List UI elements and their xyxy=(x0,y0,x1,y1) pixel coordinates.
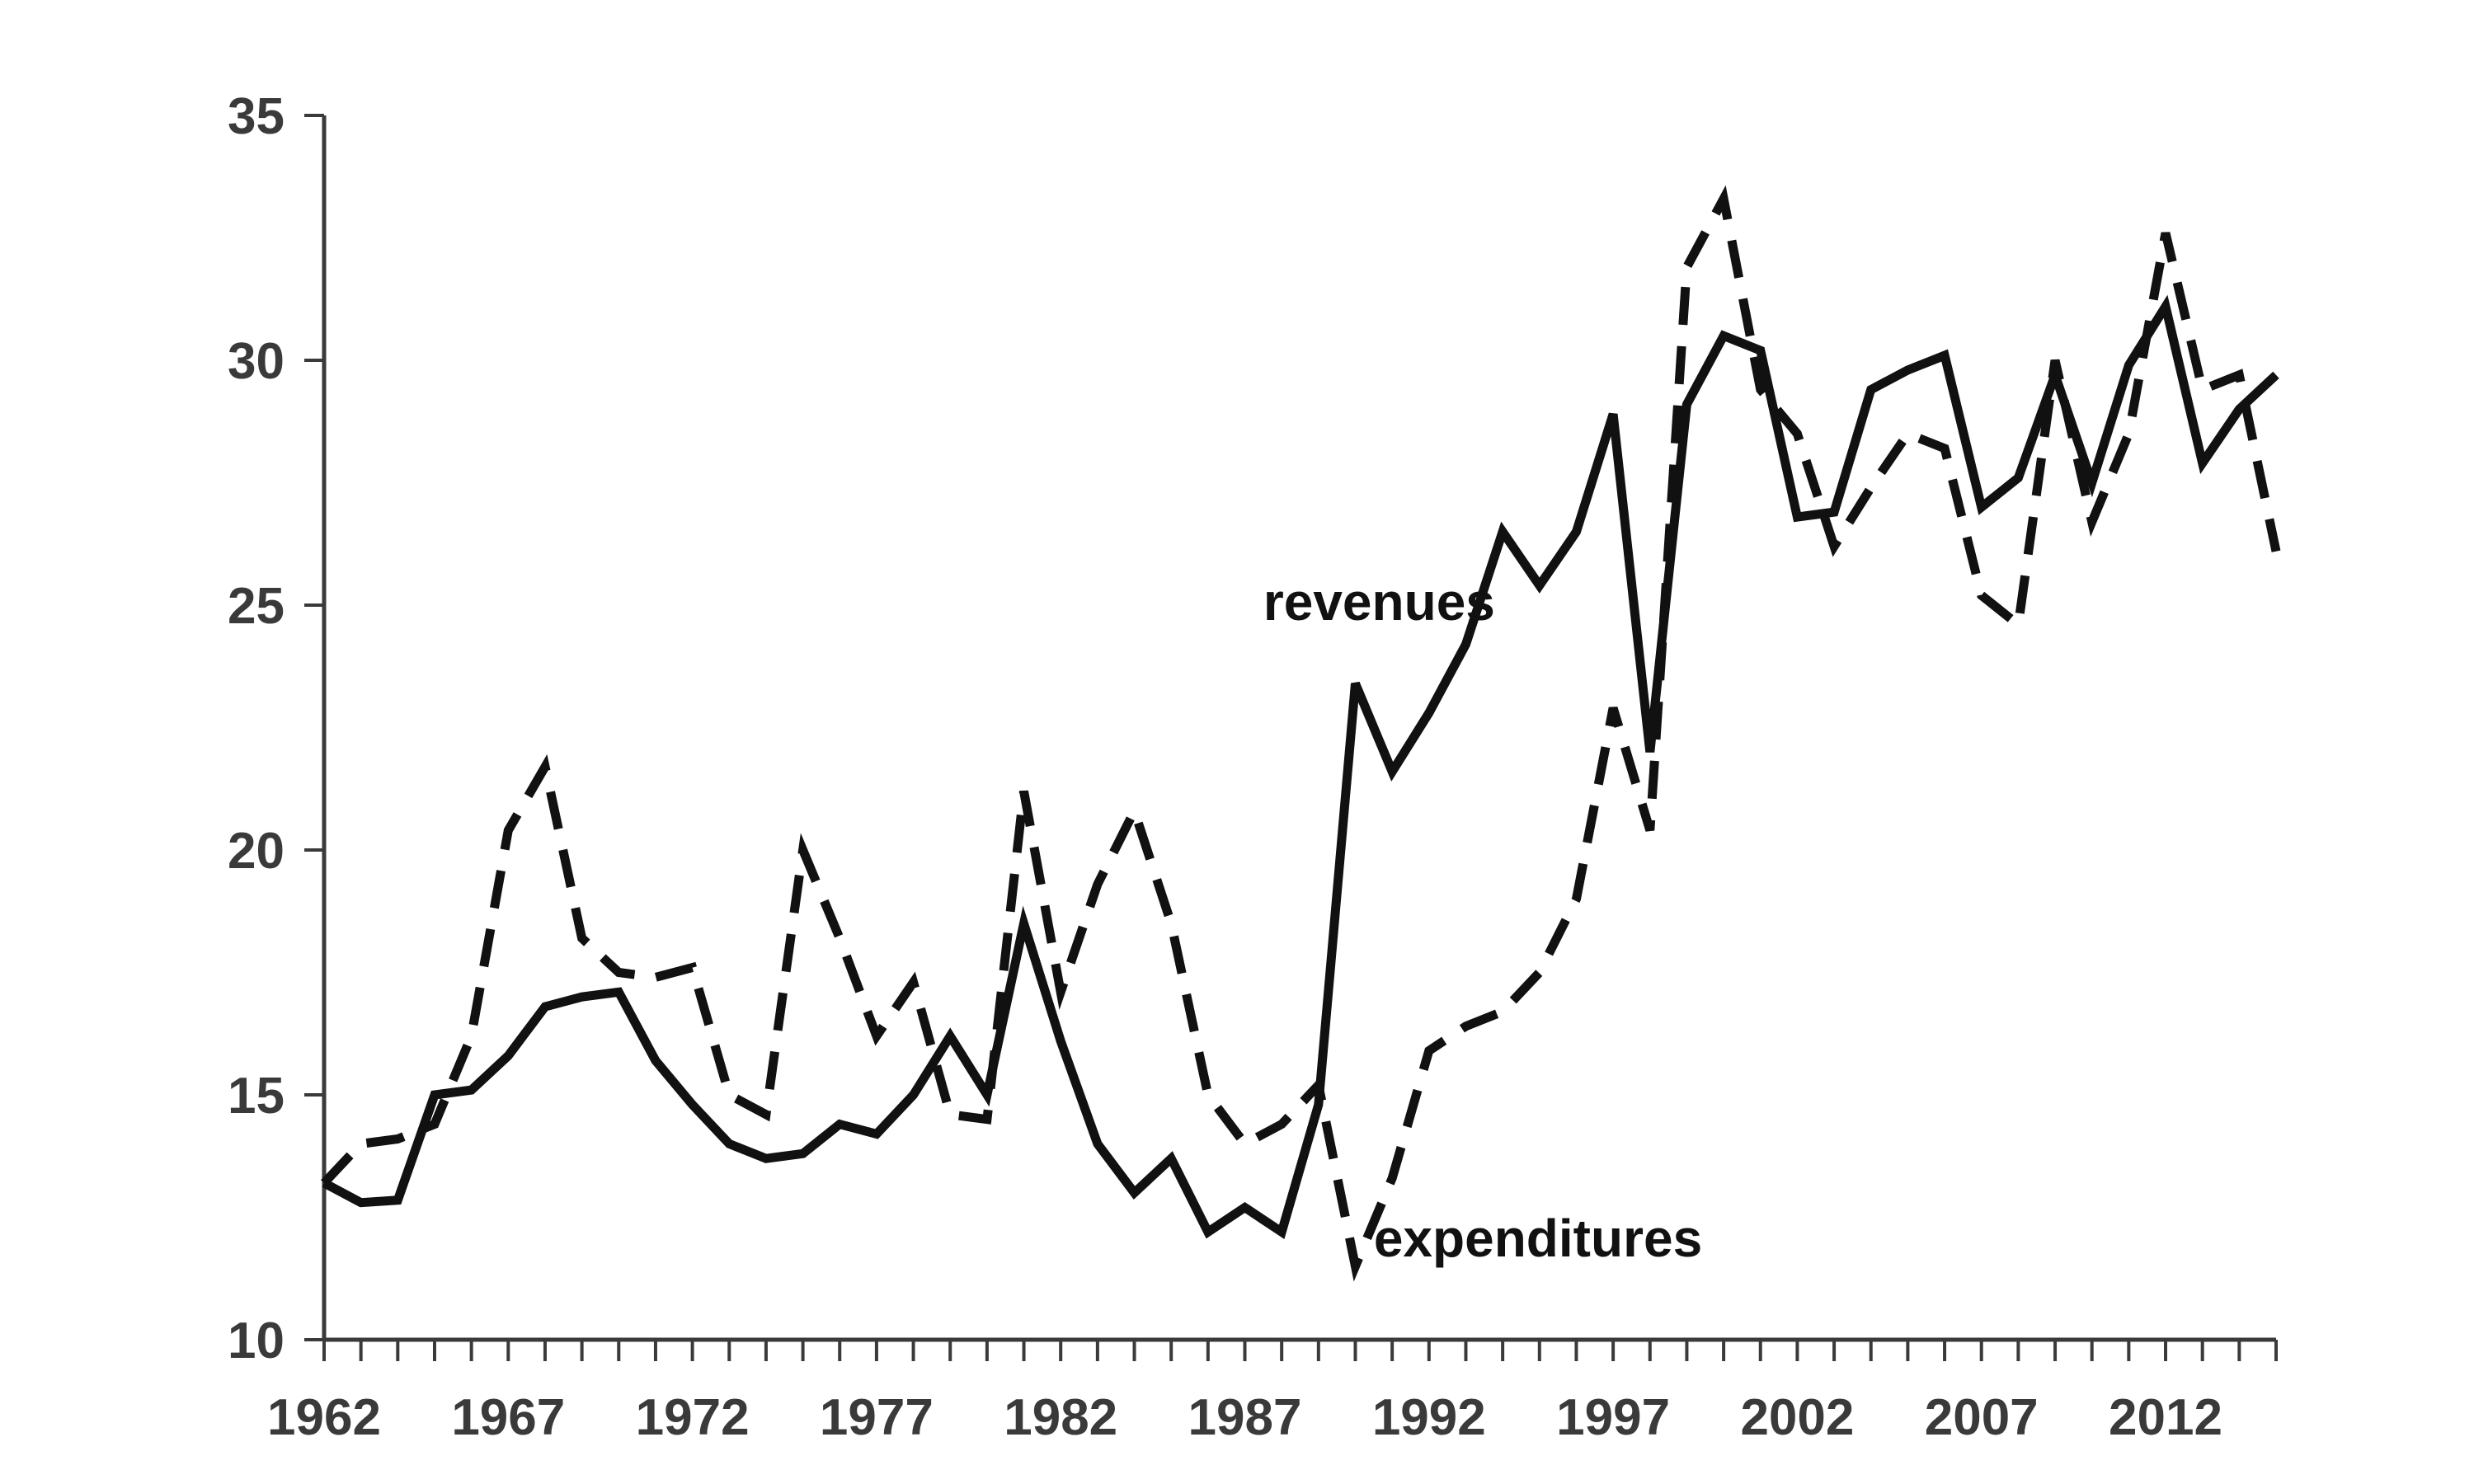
x-tick-label: 1967 xyxy=(451,1389,565,1446)
x-tick-label: 2002 xyxy=(1740,1389,1854,1446)
y-tick-label: 30 xyxy=(228,333,285,390)
y-tick-label: 10 xyxy=(228,1313,285,1369)
y-tick-label: 25 xyxy=(228,578,285,635)
series-label-expenditures: expenditures xyxy=(1374,1209,1702,1268)
y-tick-label: 15 xyxy=(228,1068,285,1125)
x-tick-label: 2012 xyxy=(2109,1389,2222,1446)
tick-labels: 10 15 20 25 30 35 1962 1967 1972 1977 1982 1987 1992… xyxy=(228,88,2222,1446)
x-tick-label: 1977 xyxy=(820,1389,934,1446)
x-tick-label: 1982 xyxy=(1004,1389,1117,1446)
series-layer xyxy=(320,185,2281,1282)
series-annotations: revenues expenditures xyxy=(1263,572,1702,1268)
axis-ticks xyxy=(304,114,2278,1361)
y-tick-label: 35 xyxy=(228,88,285,145)
x-tick-label: 1992 xyxy=(1372,1389,1486,1446)
x-tick-label: 2007 xyxy=(1925,1389,2039,1446)
series-label-revenues: revenues xyxy=(1263,572,1495,632)
x-tick-label: 1962 xyxy=(267,1389,381,1446)
series-line-revenues xyxy=(322,294,2279,1240)
axes xyxy=(322,115,2276,1342)
x-tick-label: 1987 xyxy=(1188,1389,1302,1446)
y-tick-label: 20 xyxy=(228,823,285,880)
x-tick-label: 1972 xyxy=(636,1389,750,1446)
series-line-expenditures xyxy=(320,185,2281,1282)
x-tick-label: 1997 xyxy=(1556,1389,1670,1446)
